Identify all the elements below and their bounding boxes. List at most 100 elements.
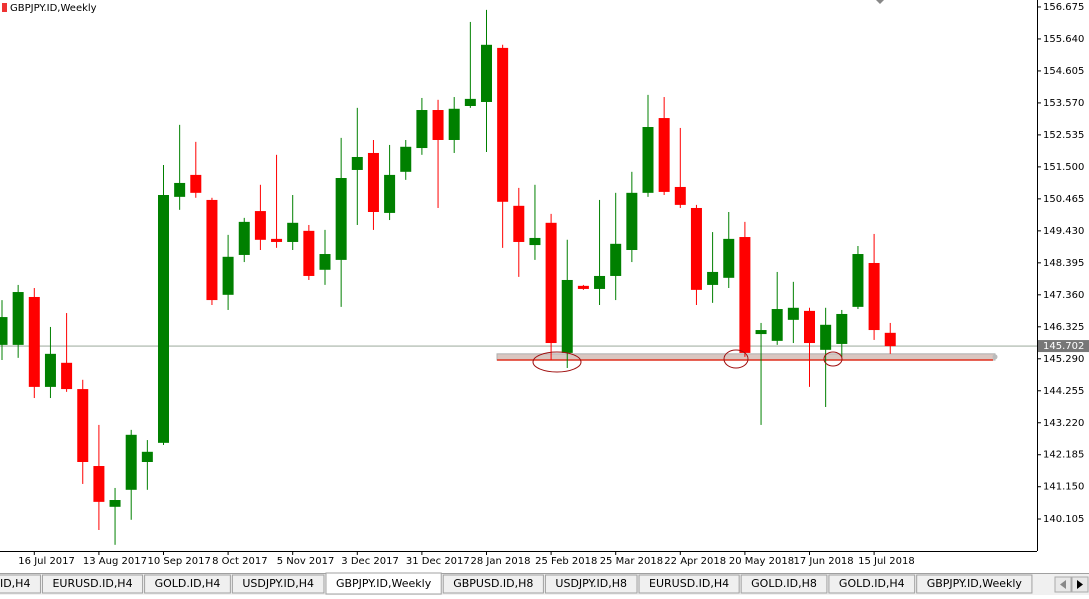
tab[interactable]: GBPJPY.ID,Weekly <box>916 574 1033 594</box>
x-tick-label: 28 Jan 2018 <box>471 556 531 567</box>
candle-body <box>61 362 73 390</box>
candle-body <box>884 332 896 347</box>
x-tick-label: 25 Feb 2018 <box>535 556 597 567</box>
candle-body <box>464 98 476 106</box>
candle-body <box>271 238 283 242</box>
tab-label: USDJPY.ID,H4 <box>242 577 314 590</box>
y-tick-label: 153.570 <box>1043 98 1084 109</box>
tab-background <box>828 574 916 594</box>
candle-body <box>93 466 105 502</box>
candle-body <box>771 309 783 341</box>
candle-body <box>739 237 751 353</box>
x-tick-label: 16 Jul 2017 <box>18 556 75 567</box>
tab[interactable]: GOLD.ID,H8 <box>740 574 828 594</box>
tab[interactable]: USDJPY.ID,H4 <box>231 574 325 594</box>
tab-label: GOLD.ID,H8 <box>751 577 817 590</box>
candle-body <box>674 186 686 205</box>
tab-background <box>41 574 144 594</box>
candle-body <box>642 127 654 193</box>
candle-body <box>561 279 573 353</box>
tab-label: GBPJPY.ID,Weekly <box>336 577 432 590</box>
tab[interactable]: GBPJPY.ID,Weekly <box>325 572 442 595</box>
y-tick-label: 143.220 <box>1043 418 1084 429</box>
x-tick-label: 17 Jun 2018 <box>794 556 854 567</box>
x-tick-label: 13 Aug 2017 <box>83 556 147 567</box>
y-tick-label: 151.500 <box>1043 162 1084 173</box>
last-price-box <box>1038 340 1089 353</box>
tab[interactable]: GOLD.ID,H4 <box>828 574 916 594</box>
candle-body <box>384 174 396 213</box>
candle-body <box>303 230 315 276</box>
candle-body <box>481 44 492 102</box>
candle-body <box>0 317 8 345</box>
candle-body <box>432 110 444 140</box>
candle-body <box>610 243 622 276</box>
tab[interactable]: EURUSD.ID,H4 <box>41 574 144 594</box>
candle-body <box>190 174 202 193</box>
tab[interactable]: EURUSD.ID,H4 <box>638 574 740 594</box>
tab-background <box>0 574 41 594</box>
candle-body <box>254 211 266 240</box>
x-tick-label: 25 Mar 2018 <box>600 556 663 567</box>
candle-body <box>351 156 363 170</box>
y-tick-label: 148.395 <box>1043 258 1084 269</box>
title-icon <box>2 3 7 12</box>
candle-body <box>44 353 56 387</box>
candle-body <box>497 47 509 202</box>
tab-background <box>740 574 828 594</box>
annotation-ellipse <box>532 351 582 373</box>
candle-body <box>28 296 40 387</box>
y-tick-label: 152.535 <box>1043 130 1084 141</box>
candle-body <box>319 254 331 270</box>
candle-body <box>690 207 702 290</box>
y-tick-label: 150.465 <box>1043 194 1084 205</box>
candle-body <box>448 108 460 140</box>
x-tick-label: 22 Apr 2018 <box>664 556 726 567</box>
y-tick-label: 146.325 <box>1043 322 1084 333</box>
scroll-right-arrow <box>1077 580 1083 589</box>
candle-body <box>868 262 880 331</box>
plot-area <box>0 9 1037 545</box>
chart-title: GBPJPY.ID,Weekly <box>10 3 97 14</box>
x-tick-label: 31 Dec 2017 <box>406 556 470 567</box>
tab-label: D.ID,H4 <box>0 577 30 590</box>
candle-body <box>287 222 299 242</box>
annotation-ellipse <box>823 351 843 367</box>
candle-body <box>158 194 169 443</box>
candle-body <box>852 254 864 307</box>
tab[interactable]: USDJPY.ID,H8 <box>544 574 638 594</box>
y-tick-label: 147.360 <box>1043 290 1084 301</box>
candle-body <box>109 500 121 507</box>
tab-background <box>442 574 544 594</box>
candle-body <box>206 199 218 301</box>
candle-body <box>594 275 606 289</box>
candle-body <box>367 152 379 212</box>
candle-body <box>513 205 525 242</box>
tab[interactable]: D.ID,H4 <box>0 574 41 594</box>
y-tick-label: 154.605 <box>1043 66 1084 77</box>
scroll-left-arrow <box>1060 580 1066 589</box>
tab[interactable]: GBPUSD.ID,H8 <box>442 574 544 594</box>
candle-body <box>335 178 347 260</box>
candle-body <box>836 313 848 344</box>
tab[interactable]: GOLD.ID,H4 <box>144 574 231 594</box>
candle-body <box>12 292 24 345</box>
shift-marker <box>876 0 884 4</box>
tab-background <box>231 574 325 594</box>
tab-label: GOLD.ID,H4 <box>155 577 221 590</box>
tab-background <box>544 574 638 594</box>
x-tick-label: 8 Oct 2017 <box>212 556 267 567</box>
candle-body <box>626 192 638 251</box>
candle-body <box>707 271 719 285</box>
candle-body <box>141 451 153 462</box>
y-tick-label: 141.150 <box>1043 482 1084 493</box>
y-tick-label: 145.290 <box>1043 354 1084 365</box>
candle-body <box>125 434 137 490</box>
tab-label: EURUSD.ID,H4 <box>52 577 132 590</box>
y-tick-label: 155.640 <box>1043 34 1084 45</box>
candle-body <box>238 221 250 255</box>
x-tick-label: 3 Dec 2017 <box>341 556 399 567</box>
tab-label: EURUSD.ID,H4 <box>649 577 729 590</box>
